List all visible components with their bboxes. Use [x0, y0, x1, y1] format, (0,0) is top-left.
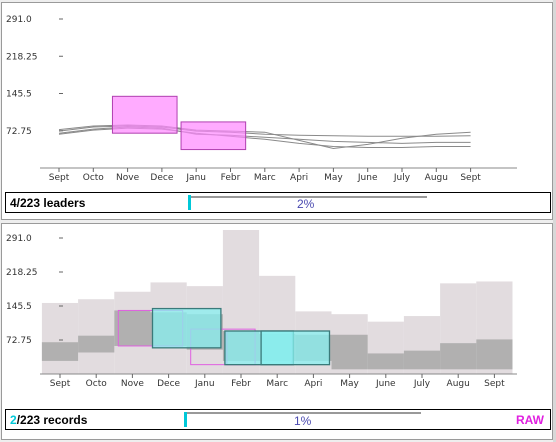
bottom-band-column: [332, 335, 368, 370]
bottom-percent-marker: [184, 412, 187, 427]
bottom-y-tick-label: 72.75: [6, 336, 32, 346]
bottom-envelope-column: [42, 303, 78, 374]
top-x-tick-label: Febr: [221, 173, 241, 183]
bottom-chart[interactable]: 291.0 218.25 145.5 72.75 Sept Octo Nove Dece Jan…: [2, 224, 552, 439]
bottom-x-tick-label: Marc: [266, 379, 288, 389]
top-y-tick-label: 72.75: [6, 127, 32, 137]
records-count-highlight: 2: [10, 413, 17, 427]
top-x-tick-label: July: [393, 173, 411, 183]
bottom-x-tick-label: Octo: [86, 379, 108, 389]
bottom-band-column: [114, 310, 150, 346]
bottom-status-bar: 2/223 records 1% RAW: [5, 409, 551, 430]
bottom-x-tick-label: Sept: [484, 379, 505, 389]
leaders-percent: 2%: [297, 197, 314, 211]
bottom-x-tick-label: Sept: [50, 379, 71, 389]
bottom-x-tick-label: July: [413, 379, 431, 389]
bottom-x-tick-label: Dece: [157, 379, 180, 389]
top-x-tick-label: Sept: [49, 173, 70, 183]
top-x-tick-label: Nove: [116, 173, 140, 183]
records-count-rest: /223 records: [17, 413, 88, 427]
top-chart-panel[interactable]: 291.0 218.25 145.5 72.75 Sept Octo Nove Dece Jan…: [1, 2, 553, 220]
bottom-x-tick-label: May: [340, 379, 359, 389]
bottom-x-tick-label: Febr: [231, 379, 251, 389]
bottom-x-tick-label: June: [375, 379, 396, 389]
records-count: 2/223 records: [10, 413, 87, 427]
top-x-tick-label: June: [357, 173, 378, 183]
bottom-x-tick-label: Augu: [447, 379, 470, 389]
top-y-tick-label: 218.25: [6, 52, 38, 62]
top-y-tick-label: 145.5: [6, 90, 32, 100]
top-leader-box: [181, 122, 246, 150]
bottom-y-tick-label: 145.5: [6, 302, 32, 312]
top-chart[interactable]: 291.0 218.25 145.5 72.75 Sept Octo Nove Dece Jan…: [2, 3, 552, 219]
bottom-band-column: [440, 343, 476, 369]
top-x-tick-label: Octo: [83, 173, 105, 183]
top-percent-marker: [188, 195, 191, 210]
top-x-tick-label: Marc: [254, 173, 276, 183]
bottom-record-box: [153, 309, 221, 348]
bottom-x-tick-label: Apri: [304, 379, 322, 389]
top-leader-box: [112, 96, 177, 133]
raw-mode-toggle[interactable]: RAW: [516, 413, 544, 427]
bottom-band-column: [476, 339, 512, 369]
bottom-y-tick-label: 291.0: [6, 234, 32, 244]
top-status-bar: 4/223 leaders 2%: [5, 192, 551, 213]
bottom-y-tick-label: 218.25: [6, 268, 38, 278]
bottom-chart-panel[interactable]: 291.0 218.25 145.5 72.75 Sept Octo Nove Dece Jan…: [1, 223, 553, 440]
bottom-band-column: [368, 353, 404, 369]
top-x-tick-label: Apri: [290, 173, 308, 183]
bottom-band-column: [42, 342, 78, 361]
top-y-tick-label: 291.0: [6, 15, 32, 25]
bottom-x-tick-label: Janu: [194, 379, 215, 389]
top-x-tick-label: May: [324, 173, 343, 183]
bottom-band-column: [404, 351, 440, 370]
records-percent: 1%: [294, 414, 311, 428]
bottom-record-box: [261, 331, 329, 365]
top-x-tick-label: Augu: [425, 173, 448, 183]
leaders-count: 4/223 leaders: [10, 196, 85, 210]
bottom-band-column: [78, 336, 114, 353]
bottom-x-tick-label: Nove: [121, 379, 145, 389]
top-x-tick-label: Dece: [150, 173, 173, 183]
top-x-tick-label: Sept: [460, 173, 481, 183]
top-x-tick-label: Janu: [185, 173, 206, 183]
